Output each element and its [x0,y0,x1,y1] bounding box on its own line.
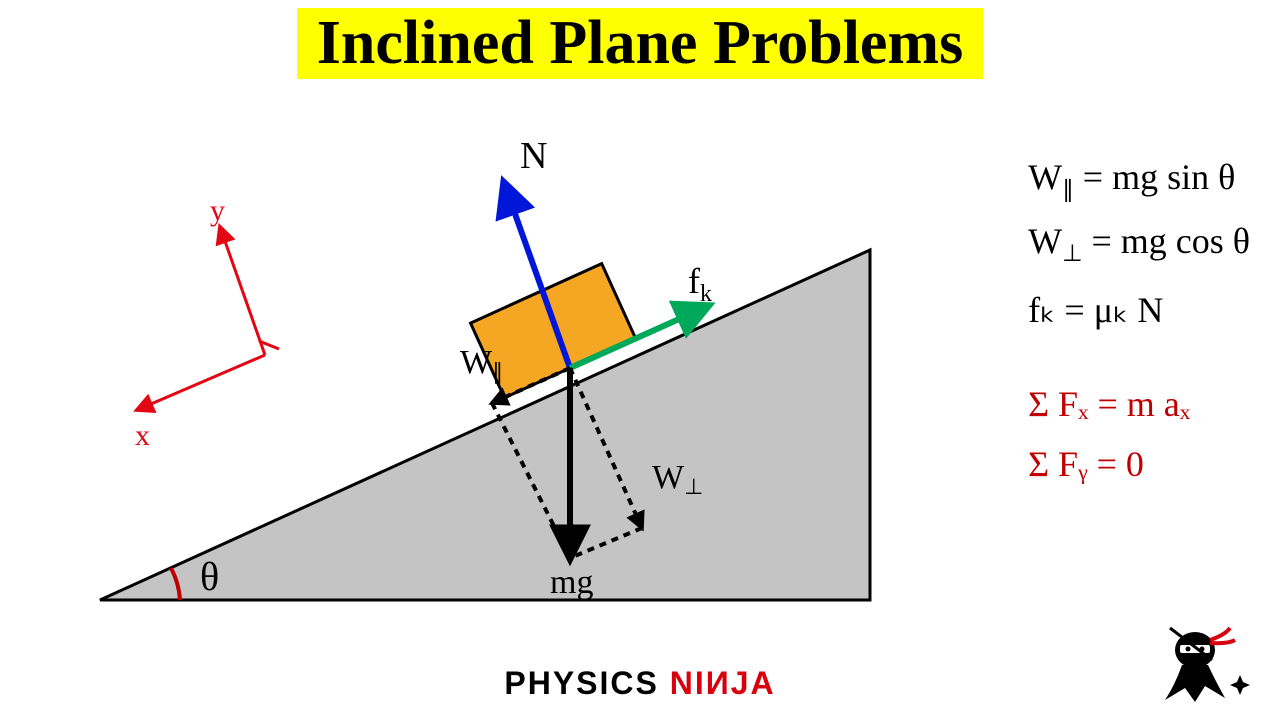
title-bar: Inclined Plane Problems [0,0,1280,87]
incline-plane [100,250,870,600]
page-title: Inclined Plane Problems [297,8,983,79]
eq-newton-y: Σ Fᵧ = 0 [1028,437,1250,491]
ninja-mascot-icon [1140,610,1260,710]
logo-ninja: NIИJA [670,665,776,701]
brand-logo: PHYSICS NIИJA [504,665,775,702]
eq-w-perp: W⊥ = mg cos θ [1028,214,1250,272]
friction-label: fk [688,261,712,307]
normal-label: N [520,135,547,177]
rotated-axes: y x [135,194,279,452]
weight-label: mg [550,564,593,601]
svg-text:y: y [210,194,225,227]
eq-w-parallel: W∥ = mg sin θ [1028,150,1250,208]
logo-physics: PHYSICS [504,665,669,701]
eq-newton-x: Σ Fₓ = m aₓ [1028,377,1250,431]
angle-label: θ [200,554,219,599]
equations-panel: W∥ = mg sin θ W⊥ = mg cos θ fₖ = μₖ N Σ … [1028,150,1250,497]
eq-friction: fₖ = μₖ N [1028,283,1250,337]
physics-diagram: θ y x N fk mg W∥ [40,110,920,650]
svg-text:x: x [135,419,150,452]
